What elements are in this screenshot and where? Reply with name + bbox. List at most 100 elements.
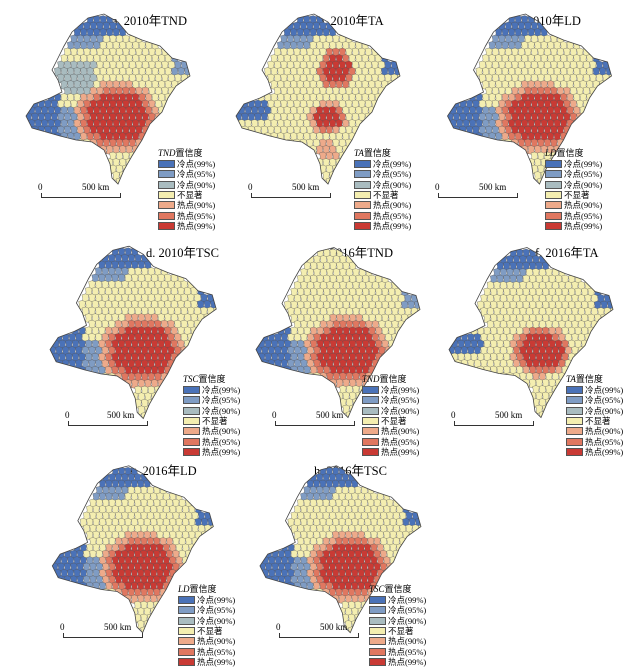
legend-label: 热点(90%)	[177, 200, 216, 211]
legend-swatch	[566, 437, 583, 446]
legend-variable: TSC	[369, 584, 385, 594]
legend-item: 冷点(90%)	[158, 180, 215, 190]
legend-item: 冷点(95%)	[362, 395, 419, 405]
legend-item: 冷点(99%)	[369, 595, 426, 605]
legend-label: 冷点(95%)	[202, 395, 241, 406]
scale-zero: 0	[60, 622, 65, 632]
legend-swatch	[158, 221, 175, 230]
legend-item: 热点(90%)	[566, 426, 623, 436]
legend-swatch	[362, 417, 379, 426]
legend-label: 冷点(90%)	[585, 405, 624, 416]
legend-variable: TSC	[183, 374, 199, 384]
region-outline	[235, 13, 401, 185]
legend-label: 热点(90%)	[373, 200, 412, 211]
legend-item: 热点(95%)	[178, 646, 235, 657]
scale-zero: 0	[435, 182, 440, 192]
legend-label: 热点(90%)	[388, 636, 427, 647]
choropleth-map	[259, 465, 422, 634]
legend-item: 热点(90%)	[362, 426, 419, 436]
choropleth-map	[51, 465, 214, 634]
legend-swatch	[158, 170, 175, 179]
legend-swatch	[158, 160, 175, 169]
legend-variable: LD	[178, 584, 190, 594]
legend-swatch	[545, 170, 562, 179]
legend-suffix: 置信度	[363, 148, 391, 158]
county-polygons	[256, 248, 420, 418]
legend-item: 热点(95%)	[362, 436, 419, 447]
scale-zero: 0	[38, 182, 43, 192]
legend-item: 冷点(99%)	[566, 385, 623, 395]
legend-swatch	[354, 160, 371, 169]
legend-item: 热点(95%)	[369, 646, 426, 657]
legend-title: TA置信度	[354, 148, 411, 158]
legend-label: 不显著	[197, 626, 223, 637]
scale-km: 500 km	[479, 182, 507, 192]
legend-item: 冷点(90%)	[545, 180, 602, 190]
legend-item: 热点(99%)	[545, 221, 602, 231]
legend-item: 热点(90%)	[354, 200, 411, 210]
legend-label: 热点(99%)	[177, 220, 216, 231]
legend-item: 不显著	[158, 190, 215, 200]
legend-item: 热点(90%)	[183, 426, 240, 436]
legend-label: 冷点(95%)	[373, 169, 412, 180]
legend-swatch	[183, 437, 200, 446]
legend-label: 冷点(90%)	[202, 405, 241, 416]
legend-label: 热点(95%)	[585, 436, 624, 447]
legend-item: 热点(95%)	[158, 210, 215, 221]
legend-swatch	[566, 427, 583, 436]
scale-line	[454, 421, 534, 426]
legend-label: 热点(99%)	[202, 446, 241, 457]
scale-line	[279, 633, 359, 638]
legend-item: 不显著	[183, 416, 240, 426]
legend-swatch	[369, 627, 386, 636]
legend-label: 冷点(90%)	[197, 615, 236, 626]
legend-label: 冷点(99%)	[585, 385, 624, 396]
county-polygons	[26, 15, 190, 184]
legend-swatch	[362, 427, 379, 436]
map-legend: TA置信度 冷点(99%) 冷点(95%) 冷点(90%) 不显著 热点(90%) 热点(9…	[566, 374, 623, 457]
map-legend: TND置信度 冷点(99%) 冷点(95%) 冷点(90%) 不显著 热点(90%) 热点(…	[158, 148, 215, 231]
legend-item: 冷点(99%)	[158, 159, 215, 169]
legend-item: 冷点(99%)	[354, 159, 411, 169]
legend-swatch	[354, 221, 371, 230]
legend-item: 不显著	[178, 626, 235, 636]
legend-label: 冷点(99%)	[381, 385, 420, 396]
legend-label: 冷点(90%)	[381, 405, 420, 416]
legend-swatch	[566, 396, 583, 405]
region-outline	[447, 13, 612, 185]
panel-title: b. 2010年TA	[318, 14, 384, 28]
legend-variable: TA	[354, 148, 364, 158]
choropleth-map	[447, 13, 612, 185]
legend-suffix: 置信度	[384, 584, 412, 594]
legend-title: TND置信度	[158, 148, 215, 158]
legend-swatch	[369, 637, 386, 646]
scale-km: 500 km	[107, 410, 135, 420]
panel-title: g. 2016年LD	[130, 464, 197, 478]
legend-suffix: 置信度	[189, 584, 217, 594]
legend-label: 冷点(95%)	[564, 169, 603, 180]
choropleth-map	[448, 247, 614, 419]
legend-swatch	[158, 191, 175, 200]
legend-item: 冷点(99%)	[545, 159, 602, 169]
legend-label: 冷点(90%)	[177, 179, 216, 190]
scale-line	[63, 633, 143, 638]
legend-swatch	[566, 386, 583, 395]
legend-label: 冷点(95%)	[381, 395, 420, 406]
legend-swatch	[545, 160, 562, 169]
panel-title: f. 2016年TA	[535, 246, 599, 260]
legend-swatch	[545, 211, 562, 220]
legend-swatch	[178, 647, 195, 656]
panel-title: a. 2010年TND	[112, 14, 187, 28]
legend-swatch	[566, 417, 583, 426]
legend-label: 冷点(95%)	[585, 395, 624, 406]
legend-suffix: 置信度	[575, 374, 603, 384]
choropleth-map	[235, 13, 401, 185]
panel-f: f. 2016年TA TA置信度 冷点(99%) 冷点(95%) 冷点(90%) 不显著…	[423, 232, 633, 457]
legend-label: 冷点(90%)	[564, 179, 603, 190]
legend-item: 热点(99%)	[566, 447, 623, 457]
legend-swatch	[178, 596, 195, 605]
legend-swatch	[158, 211, 175, 220]
legend-label: 不显著	[177, 190, 203, 201]
legend-label: 热点(90%)	[381, 426, 420, 437]
map-legend: TSC置信度 冷点(99%) 冷点(95%) 冷点(90%) 不显著 热点(90%) 热点(…	[183, 374, 240, 457]
